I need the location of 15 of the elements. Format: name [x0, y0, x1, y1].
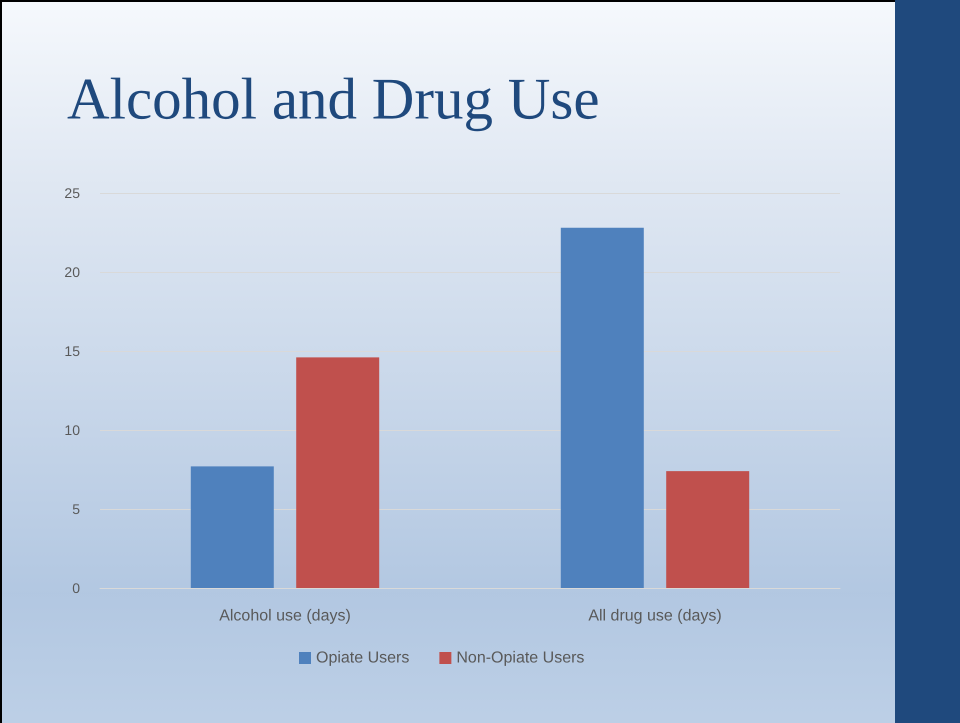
legend-label: Opiate Users [316, 650, 410, 666]
bar [190, 466, 274, 588]
y-tick-label: 20 [64, 264, 80, 280]
y-tick-label: 15 [64, 343, 80, 359]
x-tick-label: Alcohol use (days) [219, 608, 351, 624]
chart-title: Alcohol and Drug Use [67, 66, 600, 132]
y-tick-label: 10 [64, 422, 80, 438]
bar [560, 228, 644, 588]
legend-label: Non-Opiate Users [456, 650, 584, 666]
y-tick-label: 25 [64, 185, 80, 201]
x-tick-label: All drug use (days) [588, 608, 722, 624]
bar [666, 471, 750, 588]
bar [296, 357, 380, 588]
y-tick-label: 5 [72, 501, 80, 517]
y-tick-label: 0 [72, 580, 80, 596]
